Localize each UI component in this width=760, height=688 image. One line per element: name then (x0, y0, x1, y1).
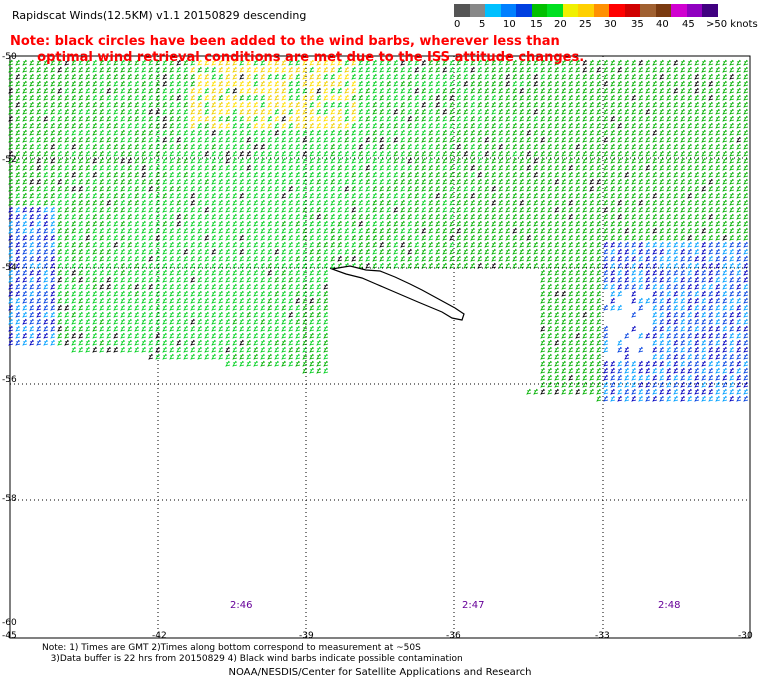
scale-swatch (547, 4, 563, 17)
scale-swatch (454, 4, 470, 17)
lon-label: -30 (738, 631, 753, 641)
wind-barb-group (190, 59, 357, 129)
scale-swatch (655, 4, 671, 17)
scale-swatch (485, 4, 501, 17)
scale-label: 20 (554, 19, 567, 30)
credit: NOAA/NESDIS/Center for Satellite Applica… (228, 667, 532, 678)
scale-swatch (562, 4, 578, 17)
lat-label: -56 (2, 375, 17, 385)
lat-label: -52 (2, 155, 17, 165)
lat-label: -54 (2, 263, 17, 273)
scale-label: 45 (682, 19, 695, 30)
scale-swatch (578, 4, 594, 17)
attitude-note: Note: black circles have been added to t… (10, 34, 584, 66)
lon-label: -45 (2, 631, 17, 641)
scale-color-bar (454, 4, 718, 17)
scale-swatch (624, 4, 640, 17)
scale-label: 10 (503, 19, 516, 30)
scale-label: 15 (530, 19, 543, 30)
scale-swatch (469, 4, 485, 17)
scale-label: 5 (479, 19, 486, 30)
lon-label: -33 (595, 631, 610, 641)
wind-barb-group (8, 206, 749, 402)
scale-label: 0 (454, 19, 461, 30)
wind-barb-group (8, 59, 749, 402)
scale-swatch (593, 4, 609, 17)
wind-barb-group (8, 206, 749, 402)
wind-barb-group (8, 59, 742, 395)
scale-swatch (500, 4, 516, 17)
lon-label: -42 (152, 631, 167, 641)
note-line-1: Note: black circles have been added to t… (10, 34, 560, 49)
wind-barb-group (15, 59, 567, 374)
map-frame (9, 55, 751, 639)
scale-swatch (686, 4, 702, 17)
wind-barb-group (8, 213, 749, 402)
scale-label: 30 (604, 19, 617, 30)
graticule (10, 56, 750, 638)
scale-swatch (531, 4, 547, 17)
map-title: Rapidscat Winds(12.5KM) v1.1 20150829 de… (12, 9, 307, 22)
wind-barbs (8, 59, 749, 402)
note-line-2: optimal wind retrieval conditions are me… (10, 50, 585, 65)
time-label: 2:48 (658, 600, 681, 611)
lon-label: -39 (299, 631, 314, 641)
south-georgia-coastline (329, 265, 465, 321)
wind-barb-map (8, 55, 751, 639)
lon-label: -36 (446, 631, 461, 641)
lat-label: -60 (2, 618, 17, 628)
footnote-line-1: Note: 1) Times are GMT 2)Times along bot… (42, 643, 421, 653)
scale-label: 40 (656, 19, 669, 30)
scale-swatch (516, 4, 532, 17)
wind-speed-scale: 0 5 10 15 20 25 30 35 40 45 >50 knots (454, 4, 758, 31)
scale-label: 35 (631, 19, 644, 30)
lat-label: -58 (2, 494, 17, 504)
scale-labels: 0 5 10 15 20 25 30 35 40 45 >50 knots (454, 17, 758, 31)
footnote: Note: 1) Times are GMT 2)Times along bot… (42, 643, 463, 665)
scale-swatch (640, 4, 656, 17)
footnote-line-2: 3)Data buffer is 22 hrs from 20150829 4)… (42, 654, 463, 664)
scale-label: >50 knots (706, 19, 758, 30)
wind-barb-group (190, 59, 357, 129)
scale-swatch (609, 4, 625, 17)
scale-label: 25 (579, 19, 592, 30)
scale-swatch (702, 4, 718, 17)
scale-swatch (671, 4, 687, 17)
time-label: 2:46 (230, 600, 253, 611)
lat-label: -50 (2, 52, 17, 62)
time-label: 2:47 (462, 600, 485, 611)
